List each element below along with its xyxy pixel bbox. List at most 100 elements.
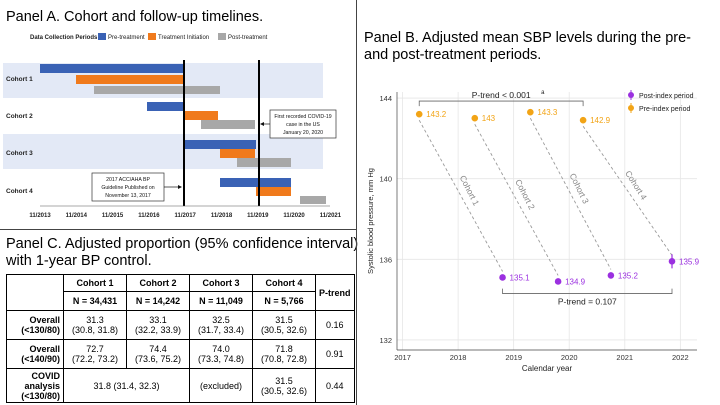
pre-index-value-label: 143 — [482, 114, 496, 123]
table-cell: 74.0 (73.3, 74.8) — [189, 339, 253, 369]
timeline-tick-label: 11/2017 — [175, 213, 197, 219]
ptrend-top-superscript: a — [541, 90, 545, 96]
table-cell: 33.1 (32.2, 33.9) — [126, 310, 190, 340]
post-index-value-label: 134.9 — [565, 277, 586, 286]
pre-index-value-label: 143.2 — [426, 110, 447, 119]
bar-post-cohort3 — [237, 158, 291, 167]
ptrend-bottom-bracket — [502, 288, 673, 294]
table-cell: 71.8 (70.8, 72.8) — [252, 339, 316, 369]
timeline-tick-label: 11/2014 — [66, 213, 88, 219]
cohort-connector — [418, 119, 503, 272]
panel-b-title-line2: and post-treatment periods. — [364, 47, 542, 63]
x-axis-label: Calendar year — [522, 364, 573, 373]
guideline-annotation-line3: November 13, 2017 — [105, 193, 151, 199]
post-index-value-label: 135.9 — [679, 257, 700, 266]
panel-b-title-line1: Panel B. Adjusted mean SBP levels during… — [364, 30, 691, 46]
legend-swatch-init — [148, 33, 156, 40]
pre-index-point — [471, 114, 479, 122]
col-header-cohort2: Cohort 2 — [126, 274, 190, 292]
guideline-annotation-line1: 2017 ACC/AHA BP — [106, 177, 150, 183]
bar-post-cohort1 — [94, 86, 220, 94]
bar-post-cohort4 — [300, 196, 326, 204]
n-cohort2: N = 14,242 — [126, 291, 190, 311]
timeline-tick-label: 11/2018 — [211, 213, 233, 219]
panel-a-title: Panel A. Cohort and follow-up timelines. — [6, 9, 264, 25]
timeline-tick-label: 11/2015 — [102, 213, 124, 219]
col-header-cohort1: Cohort 1 — [63, 274, 127, 292]
covid-annotation-line1: First recorded COVID-19 — [274, 114, 331, 120]
col-header-cohort4: Cohort 4 — [252, 274, 316, 292]
bp-control-table: Cohort 1 Cohort 2 Cohort 3 Cohort 4 P-tr… — [6, 274, 355, 403]
bar-pre-cohort3 — [184, 140, 256, 149]
timeline-tick-label: 11/2019 — [247, 213, 269, 219]
post-index-point — [554, 278, 562, 285]
post-index-point — [607, 272, 615, 279]
y-tick-label: 132 — [379, 336, 392, 345]
panel-divider-horizontal — [0, 229, 356, 230]
table-row: Overall (<130/80) 31.3 (30.8, 31.8) 33.1 (3… — [6, 310, 355, 340]
ptrend-top-label: P-trend < 0.001 — [472, 90, 531, 100]
table-cell: 74.4 (73.6, 75.2) — [126, 339, 190, 369]
row-label: Overall (<130/80) — [6, 310, 64, 340]
panel-a-figure: Data Collection Periods Pre-treatment Tr… — [3, 33, 342, 219]
bar-pre-cohort2 — [147, 102, 183, 111]
pre-index-point — [527, 108, 534, 116]
ptrend-top-bracket — [418, 100, 584, 107]
y-tick-label: 140 — [379, 175, 392, 184]
pre-index-point — [415, 110, 423, 118]
y-tick-label: 144 — [379, 94, 392, 103]
col-header-cohort3: Cohort 3 — [189, 274, 253, 292]
covid-annotation-line3: January 20, 2020 — [283, 130, 323, 136]
bar-init-cohort3 — [220, 149, 255, 158]
legend-swatch-post — [218, 33, 226, 40]
n-cohort4: N = 5,766 — [252, 291, 316, 311]
cohort-label: Cohort 4 — [6, 188, 33, 195]
guideline-annotation-line2: Guideline Published on — [101, 185, 154, 191]
legend-label: Pre-index period — [639, 106, 690, 113]
post-index-point — [668, 258, 676, 265]
x-tick-label: 2020 — [561, 353, 578, 362]
table-corner-cell — [6, 274, 64, 311]
y-axis-label: Systolic blood pressure, mm Hg — [366, 168, 375, 274]
panel-divider-vertical — [356, 0, 357, 405]
table-cell-merged: 31.8 (31.4, 32.3) — [63, 368, 190, 403]
bar-init-cohort4 — [256, 187, 291, 196]
ptrend-cell: 0.16 — [315, 310, 355, 340]
guideline-arrow-head — [178, 185, 182, 189]
table-cell: 31.5 (30.5, 32.6) — [252, 368, 316, 403]
legend-label-pre: Pre-treatment — [108, 35, 145, 41]
x-tick-label: 2018 — [450, 353, 467, 362]
table-cell: 32.5 (31.7, 33.4) — [189, 310, 253, 340]
x-tick-label: 2021 — [616, 353, 633, 362]
ptrend-cell: 0.44 — [315, 368, 355, 403]
bar-pre-cohort1 — [40, 64, 184, 73]
pre-index-value-label: 142.9 — [590, 116, 611, 125]
post-index-value-label: 135.1 — [510, 273, 531, 282]
legend-title: Data Collection Periods — [30, 35, 98, 41]
col-header-ptrend: P-trend — [315, 274, 355, 311]
cohort-label: Cohort 3 — [6, 150, 33, 157]
legend-label: Post-index period — [639, 93, 694, 100]
y-tick-label: 136 — [379, 255, 392, 264]
pre-index-value-label: 143.3 — [537, 108, 558, 117]
table-cell: 31.5 (30.5, 32.6) — [252, 310, 316, 340]
table-cell: 31.3 (30.8, 31.8) — [63, 310, 127, 340]
plot-area — [397, 92, 697, 350]
panel-b-chart: 132 136 140 144 2017 2018 2019 2020 2021 2022 Cale… — [366, 90, 700, 373]
bar-init-cohort1 — [76, 75, 184, 84]
post-index-value-label: 135.2 — [618, 271, 639, 280]
guideline-annotation-box — [91, 172, 165, 202]
n-cohort1: N = 34,431 — [63, 291, 127, 311]
cohort-label: Cohort 2 — [6, 113, 33, 120]
table-cell: 72.7 (72.2, 73.2) — [63, 339, 127, 369]
timeline-tick-label: 11/2013 — [29, 213, 51, 219]
legend-swatch-pre — [98, 33, 106, 40]
timeline-tick-label: 11/2021 — [320, 213, 342, 219]
cohort-connector — [474, 123, 559, 276]
legend-label-post: Post-treatment — [228, 35, 268, 41]
post-index-point — [499, 274, 506, 281]
ptrend-cell: 0.91 — [315, 339, 355, 369]
cohort-connector — [582, 125, 673, 256]
ptrend-bottom-label: P-trend = 0.107 — [558, 297, 617, 307]
timeline-tick-label: 11/2020 — [283, 213, 305, 219]
